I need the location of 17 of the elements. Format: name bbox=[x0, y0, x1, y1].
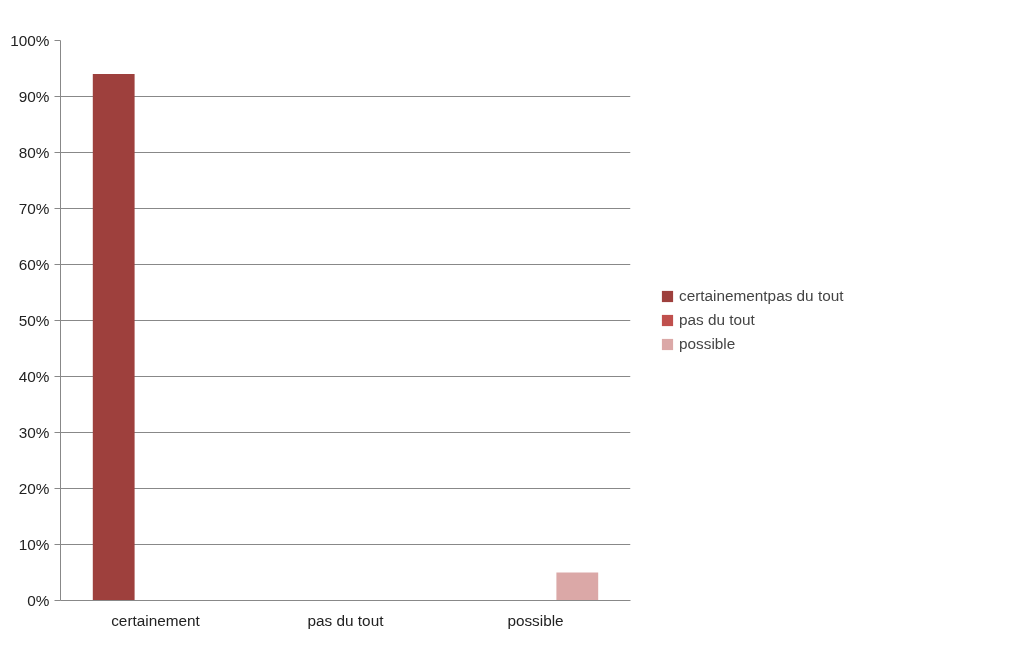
legend-label: certainementpas du tout bbox=[679, 287, 844, 305]
y-tick-label: 10% bbox=[18, 536, 50, 553]
x-tick-label: possible bbox=[507, 611, 564, 629]
y-tick-label: 20% bbox=[18, 480, 50, 497]
y-tick-label: 60% bbox=[18, 256, 50, 273]
y-tick-label: 80% bbox=[18, 144, 50, 161]
y-tick-label: 30% bbox=[18, 424, 50, 441]
x-tick-label: pas du tout bbox=[307, 611, 385, 629]
y-tick-label: 50% bbox=[18, 312, 50, 329]
y-tick-label: 90% bbox=[18, 88, 50, 105]
y-tick-label: 0% bbox=[27, 592, 50, 609]
y-tick-label: 70% bbox=[18, 200, 50, 217]
y-tick-label: 100% bbox=[10, 32, 50, 49]
legend-label: possible bbox=[679, 335, 736, 353]
x-tick-label: certainement bbox=[111, 611, 201, 629]
y-tick-label: 40% bbox=[18, 368, 50, 385]
legend-label: pas du tout bbox=[679, 311, 755, 329]
